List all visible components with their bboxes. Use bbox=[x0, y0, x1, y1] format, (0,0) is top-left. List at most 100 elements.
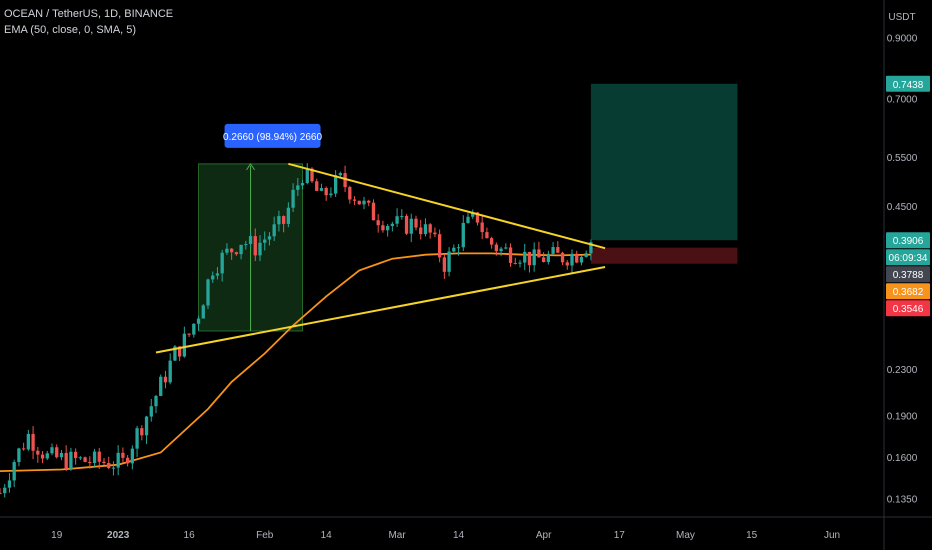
candle-down[interactable] bbox=[31, 433, 35, 451]
candle-down[interactable] bbox=[437, 234, 442, 258]
candle-up[interactable] bbox=[461, 222, 465, 248]
candle-up[interactable] bbox=[291, 189, 295, 208]
candle-down[interactable] bbox=[541, 257, 546, 262]
candle-up[interactable] bbox=[225, 248, 229, 253]
candle-up[interactable] bbox=[333, 175, 338, 194]
candle-down[interactable] bbox=[404, 215, 409, 234]
candle-up[interactable] bbox=[579, 256, 584, 263]
candle-up[interactable] bbox=[409, 218, 413, 234]
candle-up[interactable] bbox=[59, 452, 64, 458]
candle-down[interactable] bbox=[442, 257, 447, 272]
candle-up[interactable] bbox=[272, 224, 276, 237]
candle-up[interactable] bbox=[329, 193, 333, 196]
candle-up[interactable] bbox=[305, 168, 309, 184]
stop-zone[interactable] bbox=[590, 247, 738, 264]
candle-down[interactable] bbox=[376, 220, 380, 226]
candle-up[interactable] bbox=[423, 224, 428, 235]
candle-down[interactable] bbox=[163, 376, 168, 383]
candle-up[interactable] bbox=[400, 215, 404, 217]
candle-up[interactable] bbox=[267, 236, 272, 240]
candle-down[interactable] bbox=[575, 253, 579, 263]
candle-up[interactable] bbox=[111, 467, 116, 469]
candle-down[interactable] bbox=[367, 200, 371, 203]
candle-up[interactable] bbox=[277, 216, 281, 225]
candle-up[interactable] bbox=[286, 207, 291, 224]
candle-up[interactable] bbox=[135, 428, 139, 449]
candle-up[interactable] bbox=[338, 173, 343, 176]
candle-up[interactable] bbox=[551, 247, 555, 254]
candle-up[interactable] bbox=[296, 185, 300, 190]
candle-down[interactable] bbox=[40, 454, 45, 459]
candle-down[interactable] bbox=[537, 249, 541, 258]
candle-up[interactable] bbox=[173, 346, 177, 361]
target-zone[interactable] bbox=[590, 83, 738, 241]
candle-up[interactable] bbox=[532, 249, 536, 266]
trendline-upper[interactable] bbox=[288, 162, 606, 250]
candle-up[interactable] bbox=[546, 253, 551, 262]
candle-up[interactable] bbox=[3, 487, 7, 494]
candle-up[interactable] bbox=[319, 188, 324, 191]
candle-up[interactable] bbox=[159, 376, 163, 396]
candle-up[interactable] bbox=[466, 216, 470, 223]
candle-down[interactable] bbox=[88, 461, 92, 464]
candle-down[interactable] bbox=[485, 232, 489, 239]
symbol-title[interactable]: OCEAN / TetherUS, 1D, BINANCE bbox=[4, 8, 174, 20]
candle-up[interactable] bbox=[144, 416, 149, 436]
candle-down[interactable] bbox=[419, 227, 423, 235]
candle-down[interactable] bbox=[229, 248, 234, 253]
candle-up[interactable] bbox=[7, 480, 12, 488]
candle-up[interactable] bbox=[206, 279, 210, 306]
candle-up[interactable] bbox=[518, 262, 522, 264]
candle-down[interactable] bbox=[83, 457, 87, 462]
candle-up[interactable] bbox=[248, 236, 253, 245]
candle-up[interactable] bbox=[154, 395, 158, 407]
candle-down[interactable] bbox=[64, 452, 68, 469]
candle-down[interactable] bbox=[348, 187, 352, 200]
candle-down[interactable] bbox=[527, 251, 532, 266]
candle-down[interactable] bbox=[140, 428, 144, 436]
candle-down[interactable] bbox=[187, 333, 191, 335]
candle-up[interactable] bbox=[263, 239, 267, 243]
candle-down[interactable] bbox=[560, 252, 565, 263]
candle-up[interactable] bbox=[456, 247, 461, 249]
candle-up[interactable] bbox=[570, 253, 574, 266]
candle-up[interactable] bbox=[26, 433, 31, 450]
candle-up[interactable] bbox=[69, 451, 73, 469]
candle-up[interactable] bbox=[589, 242, 593, 254]
candle-down[interactable] bbox=[310, 168, 314, 182]
candle-down[interactable] bbox=[381, 225, 385, 231]
candle-up[interactable] bbox=[258, 242, 262, 256]
candle-down[interactable] bbox=[0, 492, 2, 494]
candle-up[interactable] bbox=[149, 406, 153, 417]
candle-up[interactable] bbox=[523, 251, 527, 263]
indicator-label[interactable]: EMA (50, close, 0, SMA, 5) bbox=[4, 24, 137, 36]
candle-up[interactable] bbox=[50, 447, 54, 454]
candle-up[interactable] bbox=[215, 273, 220, 276]
candle-down[interactable] bbox=[36, 450, 40, 455]
candle-up[interactable] bbox=[211, 275, 215, 280]
candle-up[interactable] bbox=[300, 183, 305, 186]
candle-up[interactable] bbox=[182, 333, 187, 357]
candle-down[interactable] bbox=[234, 252, 239, 255]
candle-down[interactable] bbox=[508, 247, 513, 263]
candle-up[interactable] bbox=[92, 451, 97, 464]
candle-down[interactable] bbox=[494, 244, 499, 252]
candle-down[interactable] bbox=[352, 199, 357, 201]
candle-down[interactable] bbox=[371, 202, 376, 221]
candle-up[interactable] bbox=[244, 244, 248, 246]
candle-up[interactable] bbox=[390, 223, 395, 227]
candle-up[interactable] bbox=[584, 253, 588, 257]
candle-down[interactable] bbox=[102, 461, 106, 464]
candle-down[interactable] bbox=[565, 262, 569, 266]
candle-up[interactable] bbox=[12, 462, 16, 481]
trendline-lower[interactable] bbox=[155, 266, 606, 354]
candle-down[interactable] bbox=[73, 451, 78, 459]
candle-down[interactable] bbox=[125, 457, 130, 464]
candle-down[interactable] bbox=[513, 262, 517, 264]
candle-up[interactable] bbox=[168, 360, 172, 383]
candle-up[interactable] bbox=[130, 448, 135, 464]
candle-up[interactable] bbox=[362, 200, 366, 205]
candle-up[interactable] bbox=[78, 457, 83, 459]
candle-up[interactable] bbox=[447, 251, 451, 272]
candle-down[interactable] bbox=[324, 188, 328, 196]
